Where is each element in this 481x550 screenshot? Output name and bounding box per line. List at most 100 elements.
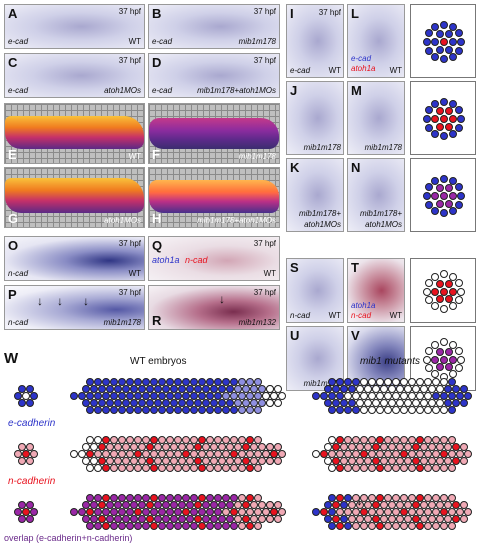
cell-icon — [425, 106, 434, 115]
cell-icon — [440, 522, 448, 530]
cell-icon — [457, 115, 466, 123]
cell-icon — [158, 406, 166, 414]
cell-icon — [440, 209, 448, 218]
cell-icon — [384, 522, 392, 530]
cell-icon — [174, 406, 182, 414]
cell-icon — [440, 287, 448, 296]
panel-i: I 37 hpf e-cad WT — [286, 4, 344, 78]
time-label: 37 hpf — [118, 288, 141, 297]
gene-label: n-cad — [8, 318, 29, 327]
cell-icon — [238, 522, 246, 530]
cell-icon — [142, 406, 150, 414]
cell-icon — [198, 406, 206, 414]
panel-h: H mib1m178+atoh1MOs — [148, 167, 280, 228]
cell-icon — [422, 287, 431, 296]
cell-icon — [352, 406, 360, 414]
cell-icon — [134, 406, 142, 414]
panel-letter: C — [8, 55, 18, 70]
panel-letter: T — [351, 260, 359, 275]
cell-icon — [444, 295, 453, 304]
cell-icon — [425, 296, 434, 305]
gene-label: e-cad — [152, 86, 173, 95]
cell-icon — [26, 385, 34, 393]
cell-icon — [457, 287, 466, 296]
cell-icon — [230, 464, 238, 472]
cell-icon — [449, 115, 457, 123]
cell-icon — [360, 406, 368, 414]
cell-icon — [368, 464, 376, 472]
cell-icon — [142, 522, 150, 530]
cell-icon — [278, 508, 286, 516]
cell-icon — [454, 278, 463, 287]
cell-icon — [166, 464, 174, 472]
cell-icon — [230, 406, 238, 414]
cell-icon — [360, 464, 368, 472]
cell-icon — [30, 450, 38, 458]
condition-label: mib1m178+atoh1MOs — [197, 86, 276, 95]
cell-icon — [454, 200, 463, 209]
cell-icon — [70, 392, 78, 400]
cell-icon — [110, 406, 118, 414]
cell-icon — [431, 129, 440, 138]
cell-icon — [454, 29, 463, 38]
cell-icon — [174, 464, 182, 472]
cell-icon — [18, 501, 26, 509]
cell-icon — [142, 464, 150, 472]
cell-icon — [222, 406, 230, 414]
time-label: 37 hpf — [253, 7, 276, 16]
cell-icon — [431, 177, 440, 186]
time-label: 37 hpf — [253, 239, 276, 248]
panel-r: R 37 hpf ↓ mib1m132 — [148, 285, 280, 330]
cell-icon — [86, 522, 94, 530]
cell-icon — [328, 464, 336, 472]
panel-letter: A — [8, 6, 18, 21]
cell-icon — [368, 522, 376, 530]
cell-icon — [422, 192, 431, 200]
cell-icon — [278, 392, 286, 400]
cell-icon — [416, 522, 424, 530]
cell-icon — [435, 30, 444, 39]
cell-icon — [18, 515, 26, 523]
gene-label: n-cad — [8, 269, 29, 278]
cell-icon — [460, 457, 468, 465]
wt-header: WT embryos — [130, 356, 187, 367]
cell-icon — [448, 23, 457, 32]
cell-icon — [444, 184, 453, 193]
cell-icon — [440, 270, 448, 279]
cell-icon — [254, 464, 262, 472]
arrow-icon: ↓ — [57, 294, 63, 308]
cell-icon — [422, 38, 431, 46]
surface-plot — [149, 118, 279, 149]
condition-label-2: atoh1MOs — [365, 220, 402, 229]
cell-icon — [448, 177, 457, 186]
condition-label: WT — [328, 66, 341, 75]
cell-icon — [134, 464, 142, 472]
cell-icon — [449, 38, 457, 46]
cell-icon — [214, 464, 222, 472]
panel-q: Q 37 hpf atoh1a n-cad WT — [148, 236, 280, 281]
cell-icon — [126, 522, 134, 530]
cell-icon — [336, 406, 344, 414]
cell-icon — [190, 406, 198, 414]
cell-icon — [431, 206, 440, 215]
cell-icon — [435, 45, 444, 54]
cell-icon — [238, 406, 246, 414]
condition-label: mib1m178 — [364, 143, 402, 152]
condition-label: WT — [263, 269, 276, 278]
cell-icon — [376, 406, 384, 414]
cell-icon — [435, 279, 444, 288]
cell-icon — [94, 522, 102, 530]
cell-icon — [435, 199, 444, 208]
panel-letter: F — [152, 147, 160, 162]
panel-letter: L — [351, 6, 359, 21]
cell-icon — [457, 38, 466, 46]
cell-icon — [198, 522, 206, 530]
cell-icon — [254, 406, 262, 414]
cell-icon — [18, 443, 26, 451]
panel-n: N mib1m178+ atoh1MOs — [347, 158, 405, 232]
cell-icon — [460, 399, 468, 407]
cell-icon — [440, 55, 448, 64]
cell-icon — [274, 443, 282, 451]
cell-icon — [278, 450, 286, 458]
cell-icon — [460, 515, 468, 523]
